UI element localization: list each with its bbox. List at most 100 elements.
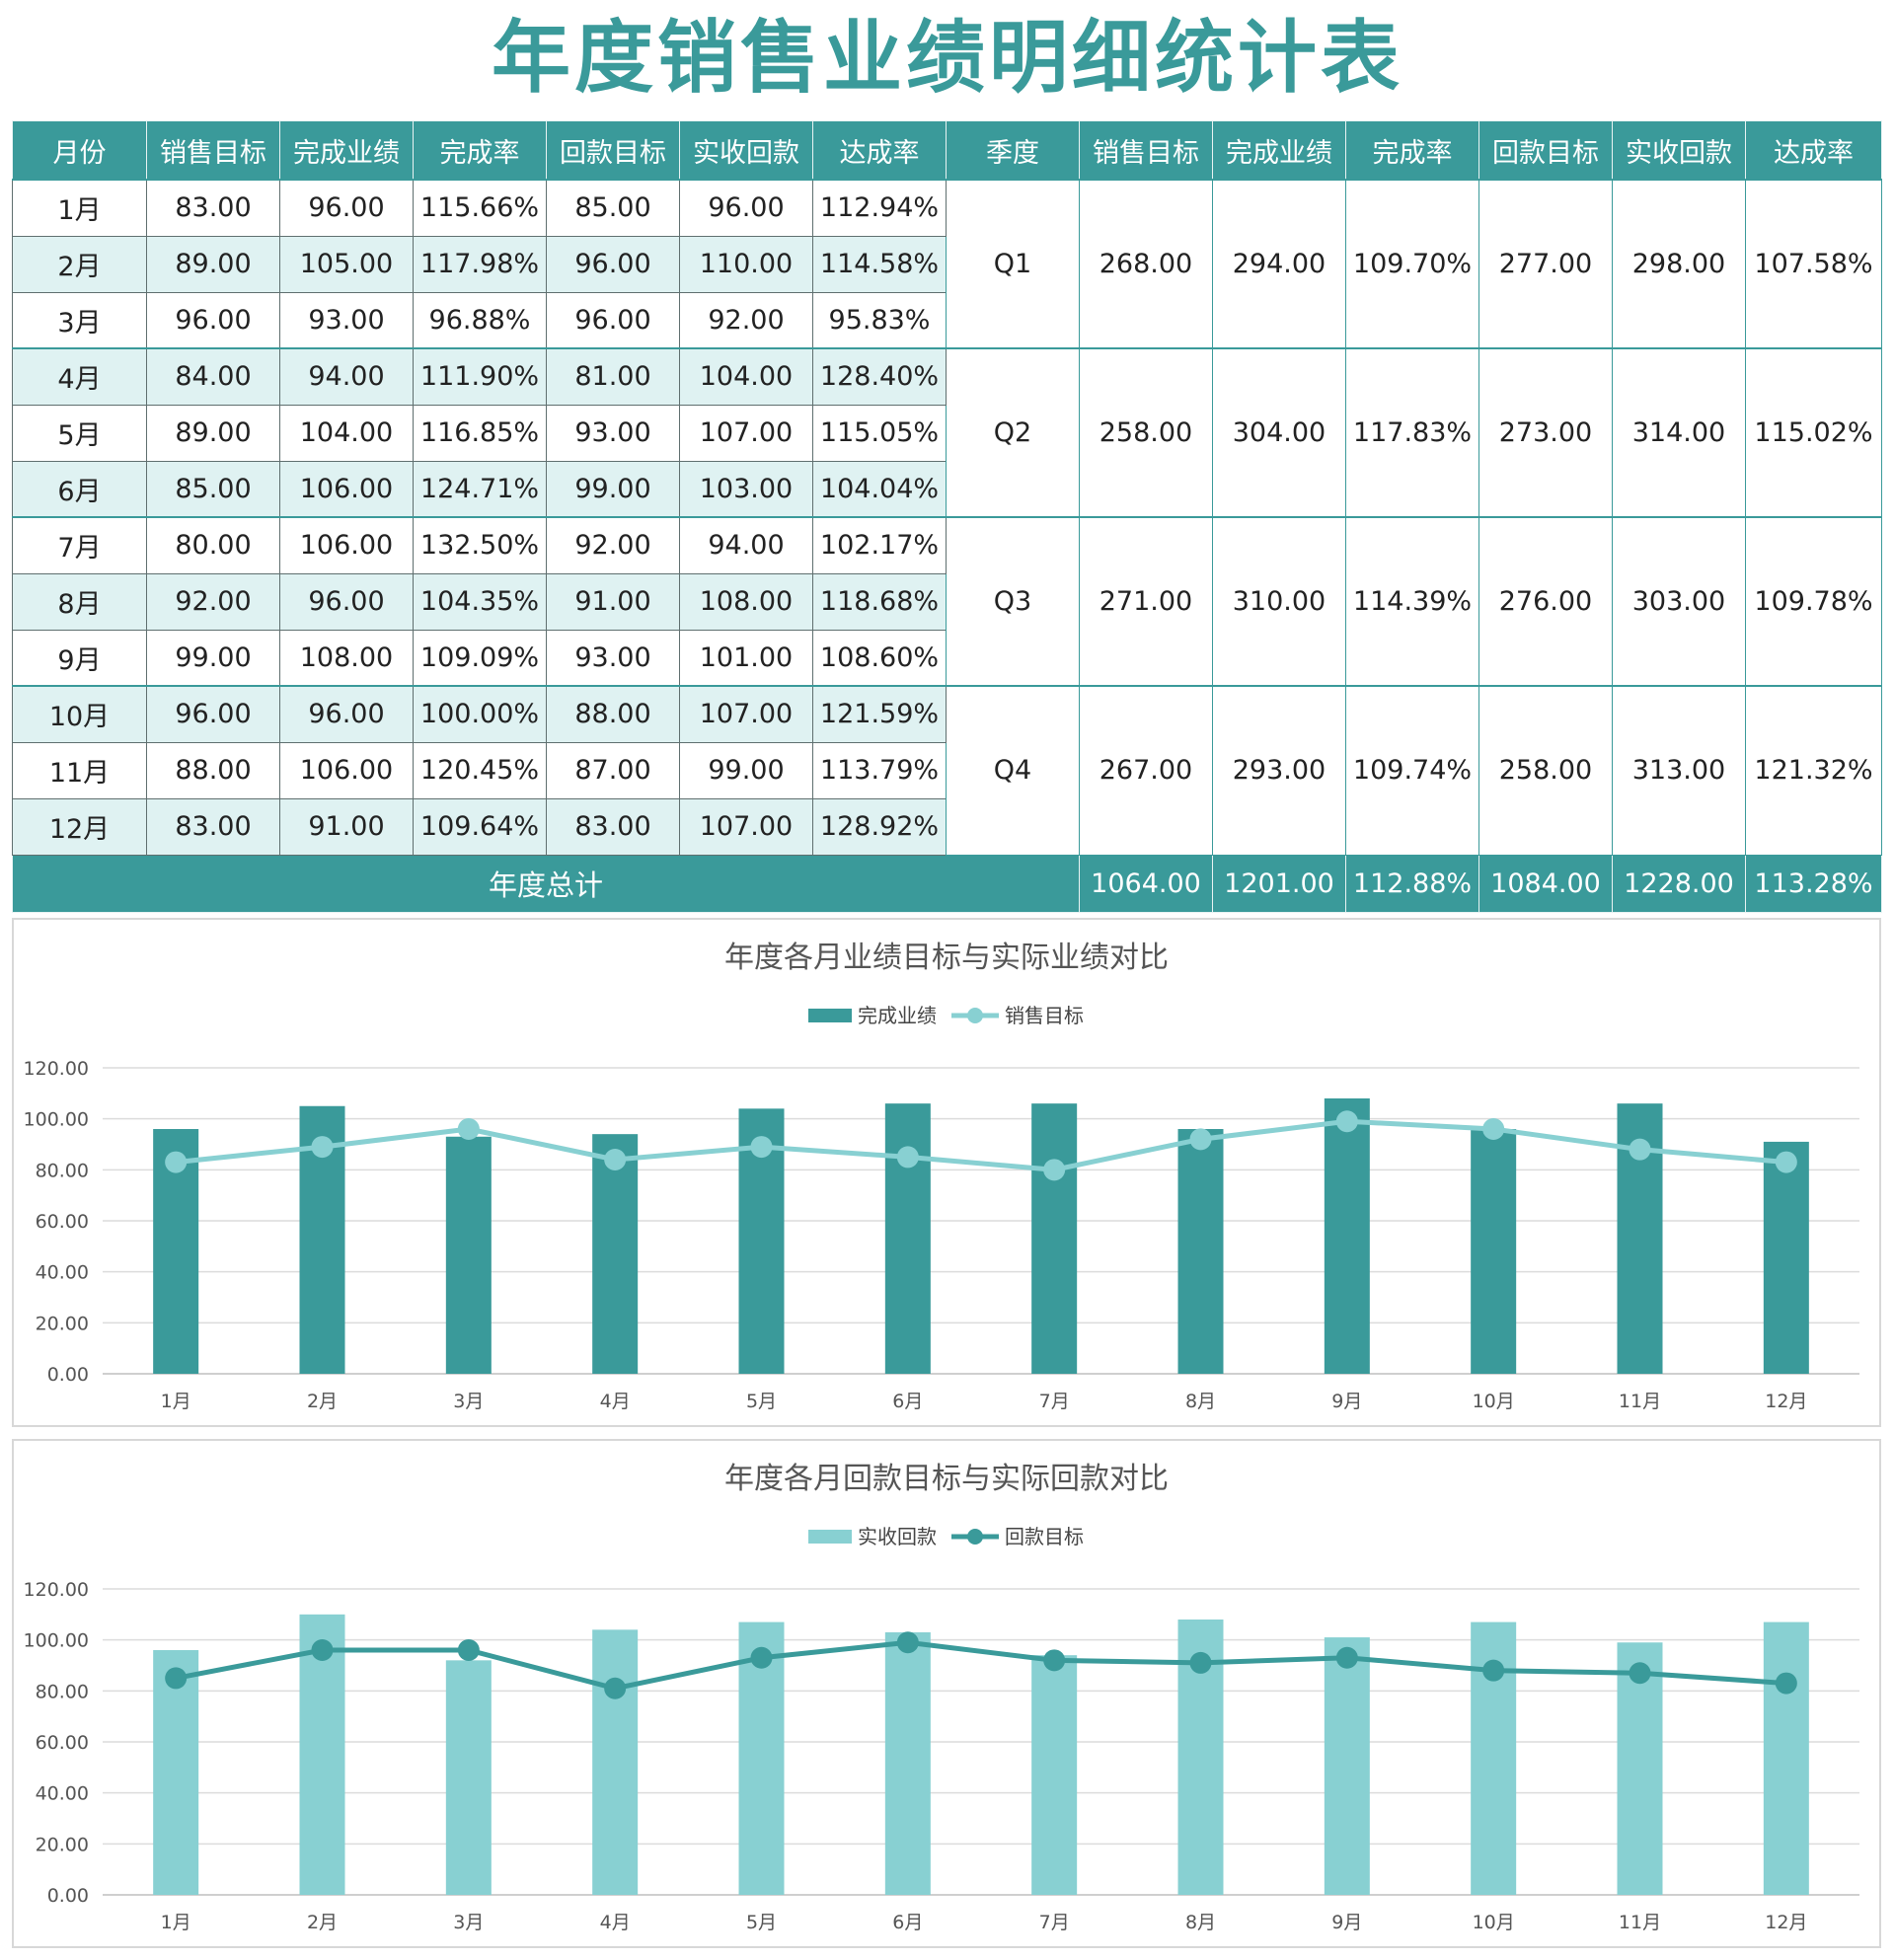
- series-line: [175, 1639, 1787, 1692]
- total-payment-target: 1084.00: [1478, 854, 1613, 913]
- line-point: [1189, 1651, 1212, 1674]
- table-row: 2月 89.00 105.00 117.98% 96.00 110.00 114.58%: [12, 235, 1882, 293]
- x-tick-label: 10月: [1473, 1912, 1515, 1933]
- header-cell: 月份: [12, 120, 147, 181]
- line-point: [311, 1639, 334, 1661]
- payment-target-cell: 93.00: [546, 629, 680, 687]
- line-point: [604, 1149, 627, 1170]
- completion-rate-cell: 124.71%: [413, 460, 547, 518]
- y-tick-label: 40.00: [36, 1262, 89, 1284]
- line-point: [1043, 1159, 1066, 1181]
- quarter-completion-rate-cell: 109.70%: [1345, 179, 1479, 349]
- header-cell: 回款目标: [1478, 120, 1613, 181]
- quarter-cell: Q4: [946, 685, 1080, 856]
- x-tick-label: 7月: [1039, 1391, 1070, 1412]
- quarter-completion-rate-cell: 114.39%: [1345, 516, 1479, 687]
- quarter-cell: Q1: [946, 179, 1080, 349]
- sales-done-cell: 106.00: [279, 741, 414, 799]
- bar: [1324, 1637, 1370, 1895]
- bar: [1177, 1129, 1224, 1374]
- header-cell: 季度: [946, 120, 1080, 181]
- month-cell: 12月: [12, 797, 147, 856]
- bar: [884, 1631, 931, 1895]
- legend-line-marker: [967, 1008, 983, 1023]
- table-row: 11月 88.00 106.00 120.45% 87.00 99.00 113.79%: [12, 741, 1882, 799]
- bar: [1763, 1621, 1809, 1895]
- payment-received-cell: 101.00: [679, 629, 813, 687]
- x-tick-label: 11月: [1619, 1912, 1661, 1933]
- completion-rate-cell: 117.98%: [413, 235, 547, 293]
- sales-target-cell: 89.00: [146, 404, 280, 462]
- y-tick-label: 0.00: [47, 1885, 89, 1907]
- legend-line-label: 回款目标: [1005, 1525, 1084, 1548]
- y-tick-label: 80.00: [36, 1681, 89, 1702]
- payment-target-cell: 96.00: [546, 235, 680, 293]
- chart-title: 年度各月业绩目标与实际业绩对比: [724, 941, 1169, 975]
- sales-done-cell: 91.00: [279, 797, 414, 856]
- header-cell: 完成率: [413, 120, 547, 181]
- sales-target-cell: 92.00: [146, 572, 280, 631]
- line-point: [165, 1151, 188, 1173]
- x-tick-label: 4月: [600, 1391, 631, 1412]
- header-cell: 完成业绩: [1212, 120, 1346, 181]
- month-cell: 8月: [12, 572, 147, 631]
- quarter-sales-done-cell: 304.00: [1212, 347, 1346, 518]
- x-tick-label: 6月: [892, 1912, 923, 1933]
- month-cell: 9月: [12, 629, 147, 687]
- payment-received-cell: 107.00: [679, 404, 813, 462]
- line-point: [1335, 1110, 1358, 1133]
- quarter-sales-target-cell: 267.00: [1079, 685, 1213, 856]
- line-point: [1629, 1138, 1651, 1161]
- total-completion-rate: 112.88%: [1345, 854, 1479, 913]
- x-tick-label: 8月: [1185, 1391, 1216, 1412]
- header-cell: 完成业绩: [279, 120, 414, 181]
- page-title: 年度销售业绩明细统计表: [492, 12, 1403, 104]
- header-cell: 销售目标: [146, 120, 280, 181]
- completion-rate-cell: 109.64%: [413, 797, 547, 856]
- line-point: [896, 1631, 919, 1654]
- month-cell: 5月: [12, 404, 147, 462]
- legend-line-label: 销售目标: [1005, 1004, 1084, 1027]
- legend-bar-swatch: [808, 1009, 852, 1022]
- x-tick-label: 5月: [746, 1912, 777, 1933]
- line-point: [1775, 1151, 1797, 1173]
- bar: [1031, 1655, 1078, 1895]
- payment-target-cell: 81.00: [546, 347, 680, 406]
- legend-bar-swatch: [808, 1530, 852, 1544]
- line-point: [750, 1136, 773, 1159]
- quarter-completion-rate-cell: 109.74%: [1345, 685, 1479, 856]
- bar: [299, 1614, 345, 1895]
- sales-target-cell: 96.00: [146, 685, 280, 743]
- sales-done-cell: 93.00: [279, 291, 414, 349]
- quarter-payment-target-cell: 258.00: [1478, 685, 1613, 856]
- total-sales-done: 1201.00: [1212, 854, 1346, 913]
- x-tick-label: 3月: [453, 1912, 484, 1933]
- sales-chart-panel: 年度各月业绩目标与实际业绩对比 完成业绩 销售目标 0.00 20.00 40.00 60.…: [12, 918, 1881, 1427]
- achievement-rate-cell: 113.79%: [812, 741, 947, 799]
- quarter-sales-target-cell: 268.00: [1079, 179, 1213, 349]
- achievement-rate-cell: 102.17%: [812, 516, 947, 574]
- x-tick-label: 2月: [307, 1912, 338, 1933]
- header-cell: 销售目标: [1079, 120, 1213, 181]
- sales-target-cell: 88.00: [146, 741, 280, 799]
- bar: [1324, 1098, 1370, 1374]
- quarter-completion-rate-cell: 117.83%: [1345, 347, 1479, 518]
- quarter-cell: Q3: [946, 516, 1080, 687]
- line-point: [1335, 1646, 1358, 1669]
- sales-table: 月份 销售目标 完成业绩 完成率 回款目标 实收回款 达成率 季度 销售目标 完成业绩 完成率 回款目…: [12, 120, 1882, 913]
- payment-target-cell: 85.00: [546, 179, 680, 237]
- achievement-rate-cell: 118.68%: [812, 572, 947, 631]
- x-tick-label: 9月: [1331, 1391, 1362, 1412]
- table-row: 4月 84.00 94.00 111.90% 81.00 104.00 128.40% Q2 2…: [12, 347, 1882, 518]
- payment-target-cell: 99.00: [546, 460, 680, 518]
- line-point: [1482, 1118, 1505, 1140]
- payment-received-cell: 103.00: [679, 460, 813, 518]
- line-point: [457, 1118, 480, 1140]
- completion-rate-cell: 132.50%: [413, 516, 547, 574]
- completion-rate-cell: 115.66%: [413, 179, 547, 237]
- x-tick-label: 11月: [1619, 1391, 1661, 1412]
- payment-chart-panel: 年度各月回款目标与实际回款对比 实收回款 回款目标 0.00 20.00 40.00 60.…: [12, 1439, 1881, 1948]
- quarter-achievement-rate-cell: 121.32%: [1745, 685, 1882, 856]
- bar: [1471, 1129, 1517, 1374]
- completion-rate-cell: 104.35%: [413, 572, 547, 631]
